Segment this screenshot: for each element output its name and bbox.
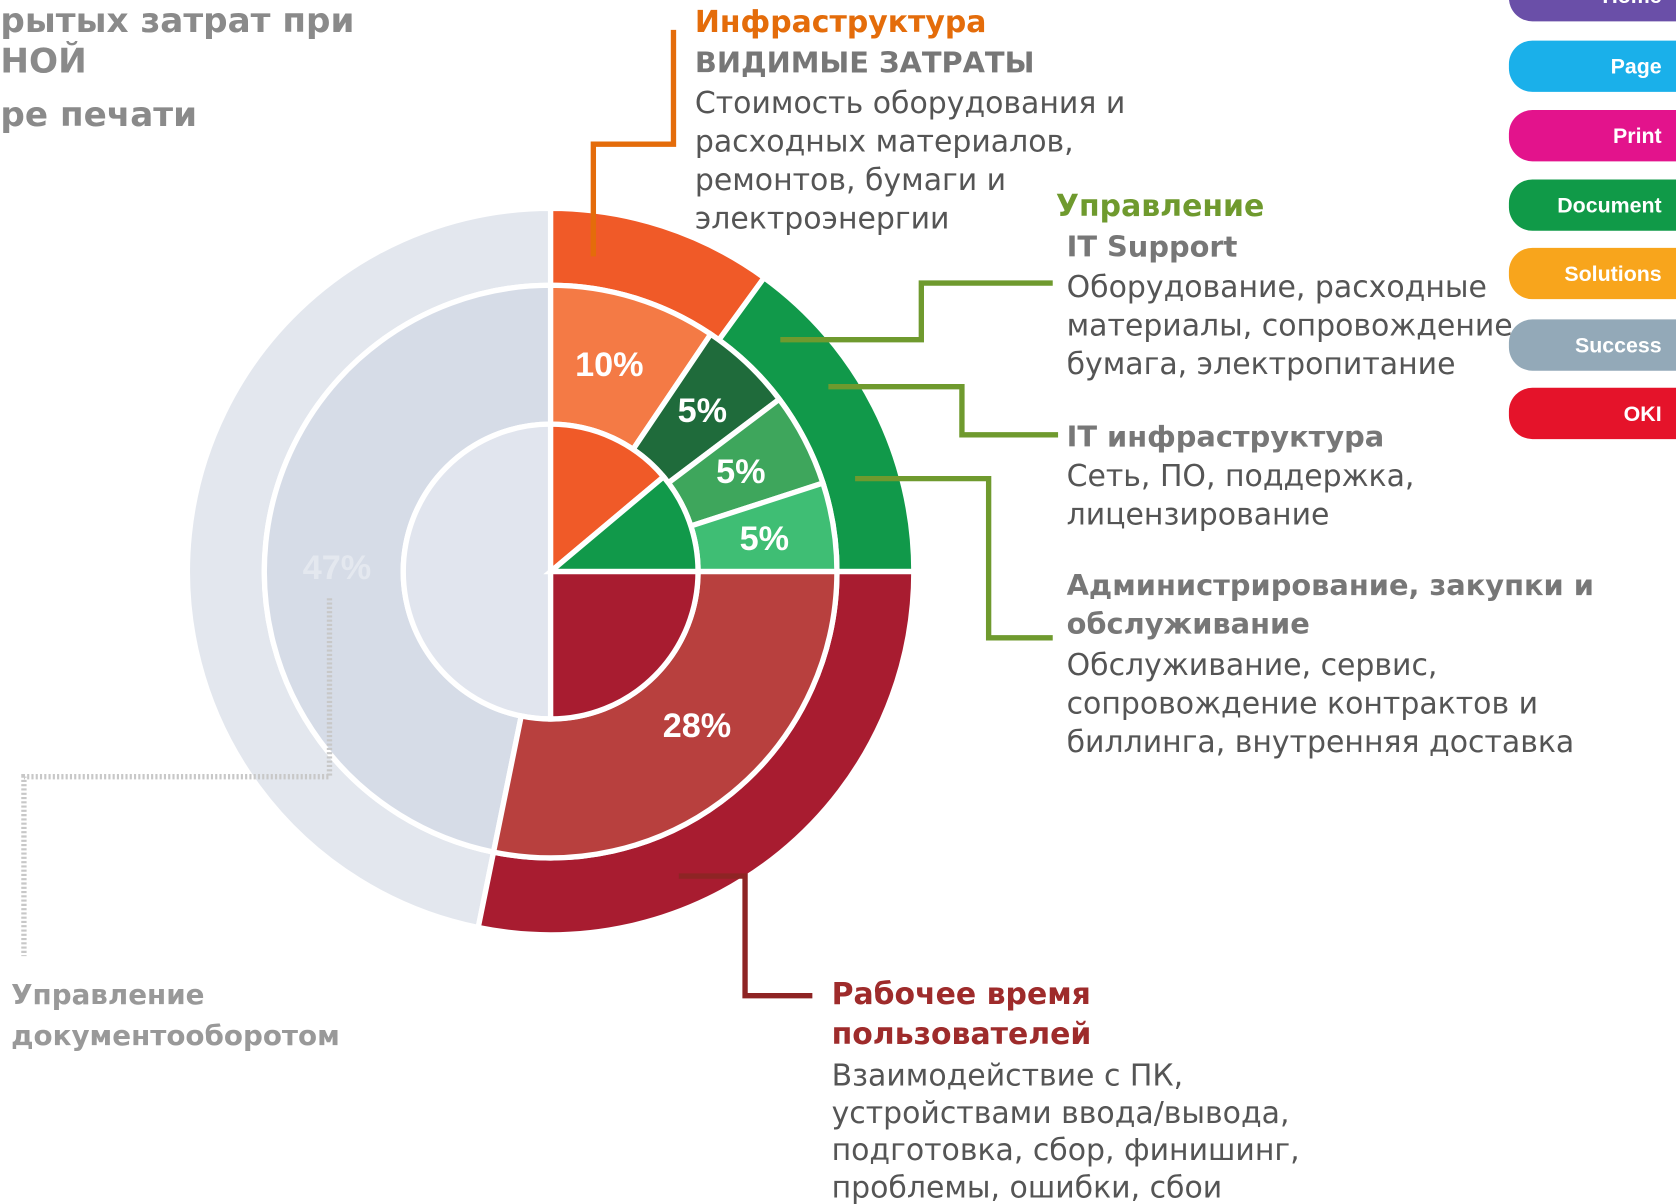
label: Рабочее время [832, 977, 1091, 1012]
segment [547, 568, 701, 722]
label: расходных материалов, [695, 125, 1074, 160]
nav-button-bg[interactable] [1508, 387, 1676, 440]
nav-button-label[interactable]: Solutions [1564, 262, 1661, 286]
label: НОЙ [0, 41, 86, 82]
nav-button-bg[interactable] [1508, 247, 1676, 300]
nav-button-bg[interactable] [1509, 0, 1676, 22]
connectors [21, 29, 1059, 999]
label: рытых затрат при [0, 1, 354, 41]
nav-button-label[interactable]: Print [1613, 124, 1662, 148]
label: Сеть, ПО, поддержка, [1067, 459, 1415, 494]
label: обслуживание [1067, 607, 1310, 641]
label: подготовка, сбор, финишинг, [832, 1133, 1300, 1168]
divider [692, 481, 822, 528]
label: 47% [303, 549, 371, 587]
nav-button[interactable]: Document [1508, 179, 1676, 231]
label: ре печати [0, 95, 197, 135]
label: Стоимость оборудования и [695, 86, 1125, 121]
nav-button-label[interactable]: Document [1557, 194, 1661, 218]
label: материалы, сопровождение, [1067, 308, 1523, 343]
connector [855, 475, 1053, 641]
connector [678, 873, 813, 999]
label: Оборудование, расходные [1067, 270, 1487, 305]
nav-button-label[interactable]: Page [1611, 55, 1662, 79]
label: бумага, электропитание [1067, 347, 1456, 382]
label: Управление [11, 978, 204, 1011]
label: 28% [663, 707, 731, 745]
nav-button-label[interactable]: OKI [1624, 402, 1662, 426]
label: электроэнергии [695, 202, 950, 237]
label: проблемы, ошибки, сбои [832, 1171, 1223, 1204]
nav-button[interactable]: Page [1508, 40, 1676, 92]
divider [668, 398, 779, 484]
label: Администрирование, закупки и [1067, 568, 1594, 602]
connector [780, 280, 1053, 343]
nav-button-bg[interactable] [1508, 40, 1676, 92]
label: лицензирование [1067, 498, 1330, 533]
label: пользователей [832, 1017, 1092, 1052]
nav-button-label[interactable]: Home [1602, 0, 1661, 8]
label: сопровождение контрактов и [1067, 687, 1538, 722]
nav-button[interactable]: OKI [1508, 387, 1676, 440]
label: Управление [1056, 189, 1264, 224]
nav-button-bg[interactable] [1508, 179, 1676, 231]
connector [590, 29, 677, 257]
label: Взаимодействие с ПК, [832, 1058, 1184, 1093]
nav-button-bg[interactable] [1508, 319, 1676, 371]
nav-button[interactable]: Success [1508, 319, 1676, 371]
segment [400, 421, 554, 722]
label: 10% [575, 346, 643, 384]
label: 5% [678, 392, 727, 430]
label: биллинга, внутренняя доставка [1067, 725, 1575, 760]
label: IT инфраструктура [1067, 420, 1385, 454]
label: IT Support [1067, 229, 1238, 263]
label: 5% [716, 453, 765, 491]
label: устройствами ввода/вывода, [832, 1096, 1290, 1131]
label: 5% [740, 520, 789, 558]
nav-button-label[interactable]: Success [1575, 334, 1662, 358]
label: документооборотом [11, 1019, 340, 1052]
cost-pie [184, 205, 917, 938]
connector [828, 384, 1059, 438]
label: ВИДИМЫЕ ЗАТРАТЫ [695, 46, 1035, 80]
nav-button[interactable]: Print [1508, 110, 1676, 162]
nav-button[interactable]: Solutions [1508, 247, 1676, 300]
nav-button[interactable]: Home [1509, 0, 1676, 22]
connector [21, 598, 333, 957]
label: ремонтов, бумаги и [695, 163, 1006, 198]
nav-button-bg[interactable] [1508, 110, 1676, 162]
label: Обслуживание, сервис, [1067, 648, 1438, 683]
label: Инфраструктура [695, 5, 987, 40]
